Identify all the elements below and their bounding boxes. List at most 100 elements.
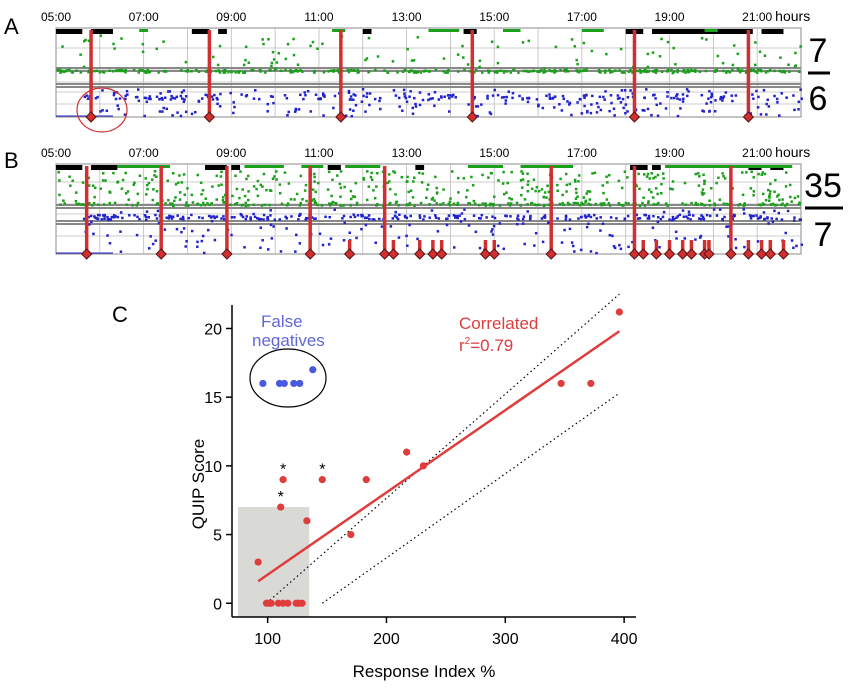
- lower-point: [775, 217, 778, 221]
- lower-point: [437, 217, 441, 220]
- lower-point: [206, 94, 209, 97]
- lower-point: [553, 106, 556, 109]
- green-band: [581, 29, 604, 32]
- lower-point: [317, 97, 320, 101]
- upper-point: [115, 69, 119, 73]
- upper-point: [197, 70, 201, 74]
- x-tick-label: 400: [611, 631, 638, 648]
- lower-point: [161, 110, 164, 113]
- upper-point: [407, 190, 410, 194]
- lower-point: [476, 105, 480, 108]
- event-marker-diamond: [435, 248, 448, 260]
- upper-point: [313, 175, 316, 179]
- r-squared-label: r2=0.79: [459, 336, 513, 355]
- lower-point: [509, 215, 512, 218]
- upper-point: [137, 71, 140, 74]
- lower-point: [350, 114, 354, 118]
- lower-point: [145, 96, 148, 100]
- upper-point: [700, 36, 704, 40]
- upper-point: [419, 201, 423, 205]
- lower-point: [734, 246, 738, 250]
- upper-point: [589, 203, 592, 207]
- upper-point: [617, 179, 621, 183]
- lower-point: [201, 97, 204, 100]
- time-tick-label: 05:00: [41, 146, 71, 160]
- upper-point: [336, 174, 339, 177]
- upper-point: [113, 47, 116, 50]
- upper-point: [593, 171, 597, 175]
- lower-point: [540, 217, 544, 220]
- green-band: [332, 29, 346, 32]
- upper-point: [605, 175, 608, 178]
- lower-point: [106, 215, 109, 219]
- lower-point: [433, 90, 437, 94]
- lower-point: [361, 88, 365, 91]
- lower-point: [299, 93, 302, 97]
- upper-point: [524, 69, 528, 73]
- upper-point: [313, 201, 317, 205]
- upper-point: [535, 203, 538, 207]
- lower-point: [529, 217, 532, 221]
- lower-point: [165, 107, 168, 111]
- lower-point: [675, 237, 678, 240]
- upper-point: [401, 70, 405, 74]
- upper-point: [166, 179, 170, 183]
- lower-point: [101, 214, 105, 217]
- upper-point: [666, 40, 670, 44]
- upper-point: [58, 69, 62, 72]
- upper-point: [146, 68, 150, 72]
- upper-point: [255, 187, 258, 191]
- upper-point: [301, 198, 304, 201]
- upper-point: [96, 203, 100, 206]
- upper-point: [586, 190, 590, 193]
- upper-point: [268, 189, 272, 192]
- lower-point: [341, 217, 344, 220]
- event-marker-diamond: [628, 111, 641, 123]
- lower-point: [742, 208, 745, 211]
- lower-point: [541, 106, 545, 110]
- upper-point: [452, 202, 456, 206]
- lower-point: [216, 98, 219, 101]
- lower-point: [323, 95, 326, 98]
- lower-point: [763, 218, 766, 221]
- upper-point: [367, 70, 371, 74]
- upper-point: [763, 172, 767, 176]
- lower-point: [190, 112, 194, 116]
- time-tick-label: 21:00: [742, 146, 772, 160]
- upper-point: [691, 69, 695, 72]
- upper-point: [127, 198, 130, 201]
- lower-point: [504, 102, 507, 105]
- upper-point: [65, 69, 69, 72]
- lower-point: [182, 218, 185, 221]
- lower-point: [604, 90, 607, 93]
- upper-point: [489, 202, 492, 206]
- lower-point: [652, 214, 655, 218]
- upper-point: [87, 201, 90, 205]
- lower-point: [700, 93, 704, 97]
- upper-point: [660, 182, 663, 186]
- asterisk-annotation: *: [280, 462, 286, 479]
- lower-point: [298, 242, 302, 245]
- upper-point: [660, 37, 663, 41]
- upper-point: [686, 69, 689, 72]
- upper-point: [654, 175, 657, 179]
- upper-point: [439, 203, 442, 206]
- lower-point: [776, 101, 779, 104]
- lower-point: [579, 215, 583, 219]
- lower-point: [100, 218, 104, 221]
- correlated-point: [279, 476, 287, 484]
- shaded-region: [237, 507, 310, 617]
- upper-point: [396, 71, 399, 74]
- upper-point: [643, 173, 646, 176]
- upper-point: [200, 193, 203, 196]
- upper-point: [352, 69, 355, 72]
- lower-point: [686, 217, 690, 220]
- lower-point: [595, 102, 599, 105]
- lower-point: [433, 104, 436, 108]
- ratio-a-numerator: 7: [809, 32, 828, 70]
- upper-point: [167, 198, 170, 202]
- upper-point: [466, 63, 470, 66]
- upper-point: [313, 199, 317, 203]
- upper-point: [68, 175, 71, 179]
- lower-point: [267, 248, 270, 251]
